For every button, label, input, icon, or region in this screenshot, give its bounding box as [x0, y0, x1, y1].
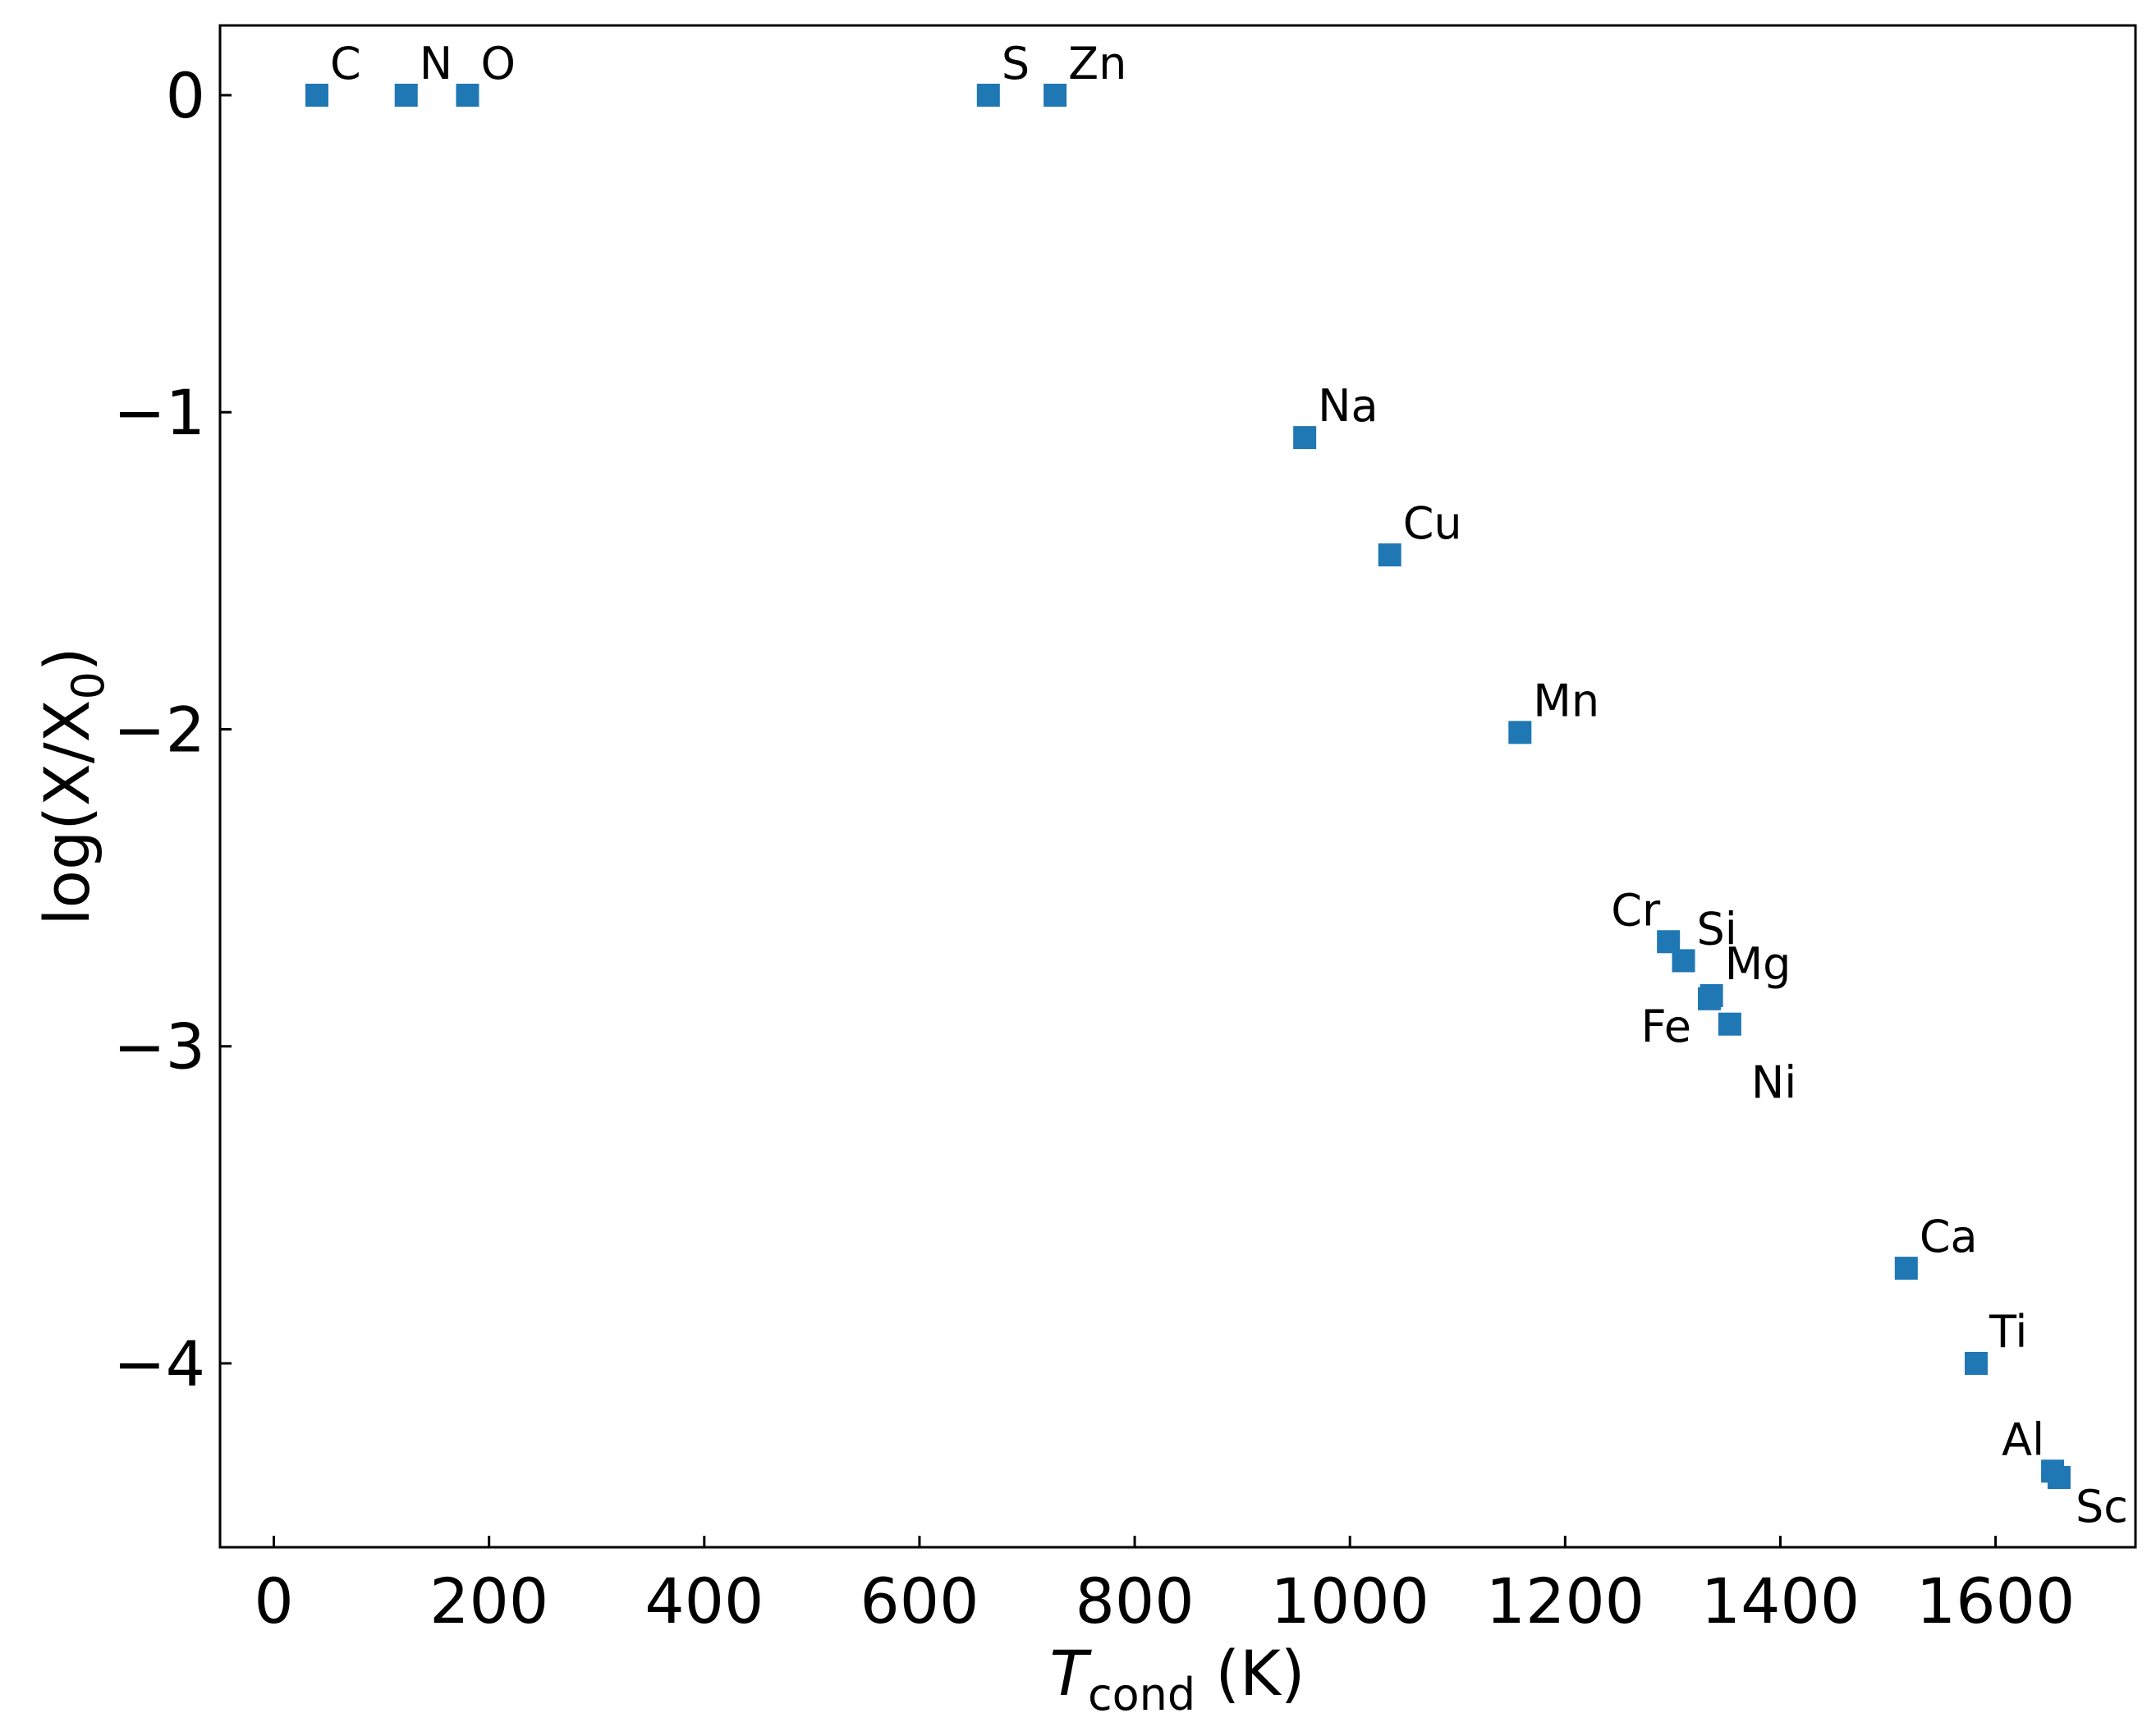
- point-label-cu: Cu: [1403, 497, 1462, 549]
- data-point-s: [976, 83, 1000, 107]
- data-point-zn: [1044, 83, 1067, 107]
- x-tick-label: 1400: [1701, 1564, 1860, 1638]
- y-axis-label-close: ): [30, 647, 103, 671]
- point-label-na: Na: [1318, 380, 1378, 432]
- y-tick-label: −3: [113, 1010, 205, 1083]
- x-axis-label-symbol: T: [1050, 1637, 1093, 1710]
- point-label-mn: Mn: [1533, 675, 1599, 726]
- point-label-si: Si: [1697, 903, 1737, 955]
- point-label-ti: Ti: [1989, 1306, 2027, 1358]
- data-point-si: [1672, 949, 1695, 973]
- plot-frame: [218, 24, 2137, 1549]
- point-label-c: C: [330, 38, 361, 89]
- data-point-fe: [1697, 987, 1721, 1010]
- data-point-ni: [1718, 1012, 1741, 1036]
- data-point-n: [394, 83, 418, 107]
- data-point-na: [1293, 426, 1317, 450]
- y-axis-ticks: 0 −1 −2 −3 −4: [113, 59, 232, 1400]
- point-label-mg: Mg: [1725, 938, 1791, 990]
- y-axis-label-main: log(X/X: [30, 699, 103, 925]
- x-axis-ticks: 0 200 400 600 800 1000 1200 1400 1600: [254, 1536, 2075, 1638]
- data-point-ca: [1894, 1257, 1918, 1280]
- data-point-ti: [1965, 1351, 1989, 1375]
- point-label-ni: Ni: [1751, 1057, 1796, 1109]
- point-label-cr: Cr: [1611, 884, 1661, 936]
- x-tick-label: 1200: [1486, 1564, 1645, 1638]
- data-point-c: [305, 83, 328, 107]
- x-axis-label-unit: (K): [1195, 1637, 1305, 1710]
- x-tick-label: 800: [1076, 1564, 1195, 1638]
- x-tick-label: 600: [860, 1564, 979, 1638]
- data-point-o: [456, 83, 479, 107]
- point-label-al: Al: [2002, 1413, 2044, 1465]
- y-axis-label-subscript: 0: [62, 671, 114, 699]
- y-tick-label: −2: [113, 693, 205, 766]
- point-label-zn: Zn: [1068, 38, 1126, 89]
- y-tick-label: −1: [113, 376, 205, 449]
- point-label-fe: Fe: [1641, 1001, 1691, 1052]
- x-tick-label: 1600: [1916, 1564, 2075, 1638]
- x-axis-label-subscript: cond: [1088, 1669, 1195, 1720]
- point-label-o: O: [480, 38, 516, 89]
- x-tick-label: 400: [645, 1564, 764, 1638]
- data-point-cu: [1378, 543, 1401, 567]
- point-label-s: S: [1002, 38, 1030, 89]
- x-tick-label: 1000: [1270, 1564, 1429, 1638]
- point-label-n: N: [420, 38, 452, 89]
- x-tick-label: 200: [429, 1564, 548, 1638]
- x-tick-label: 0: [254, 1564, 293, 1638]
- point-label-ca: Ca: [1920, 1211, 1978, 1262]
- data-point-sc: [2047, 1466, 2071, 1490]
- point-label-sc: Sc: [2076, 1481, 2128, 1532]
- data-point-mn: [1508, 721, 1532, 744]
- y-tick-label: 0: [166, 59, 205, 132]
- data-points: [305, 83, 2071, 1490]
- y-tick-label: −4: [113, 1327, 205, 1400]
- x-axis-label: Tcond (K): [1050, 1637, 1305, 1720]
- y-axis-label: log(X/X0): [30, 647, 114, 925]
